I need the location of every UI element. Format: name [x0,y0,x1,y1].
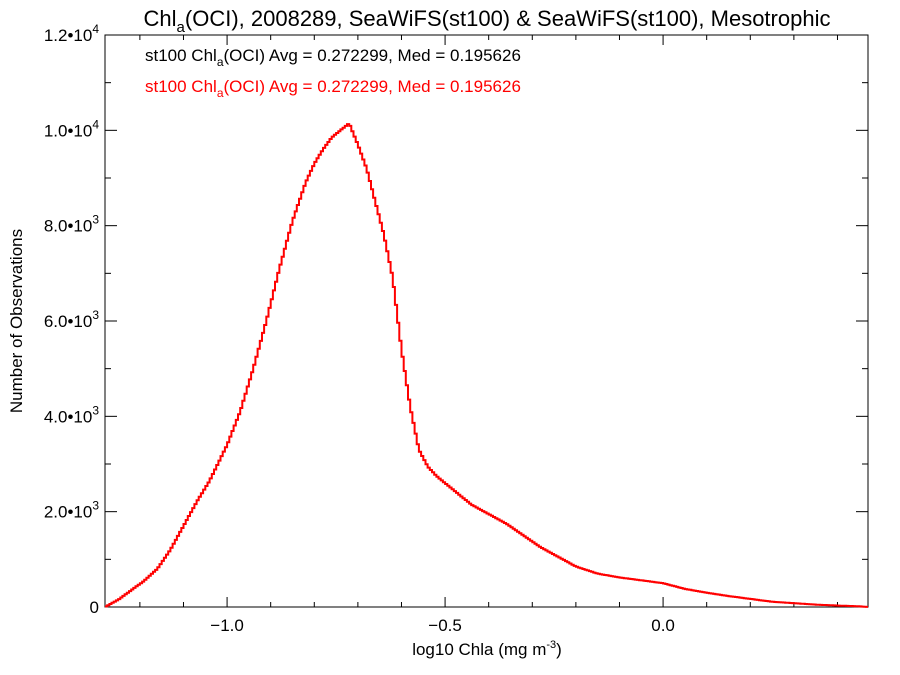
stats-annotation-red: st100 Chla(OCI) Avg = 0.272299, Med = 0.… [145,77,521,100]
stats-annotation-black: st100 Chla(OCI) Avg = 0.272299, Med = 0.… [145,46,521,69]
axis-ticks: −1.0 −0.5 0.0 0 2.0•103 4.0•103 6.0•103 8.0•103… [44,22,868,635]
histogram-series [105,123,868,608]
plot-frame [104,34,869,608]
y-tick-label: 8.0•103 [44,213,100,236]
x-tick-label: 0.0 [651,616,675,635]
x-tick-label: −0.5 [428,616,462,635]
y-tick-label: 4.0•103 [44,403,100,426]
y-tick-label: 0 [90,598,99,617]
y-tick-label: 6.0•103 [44,308,100,331]
histogram-step-line [105,123,868,608]
y-tick-label: 1.0•104 [44,117,100,140]
chart-title: Chla(OCI), 2008289, SeaWiFS(st100) & Sea… [144,6,831,36]
y-axis-label: Number of Observations [7,229,26,413]
y-tick-label: 1.2•104 [44,22,100,45]
x-axis-label: log10 Chla (mg m-3) [412,639,562,659]
x-tick-label: −1.0 [210,616,244,635]
y-tick-label: 2.0•103 [44,499,100,522]
